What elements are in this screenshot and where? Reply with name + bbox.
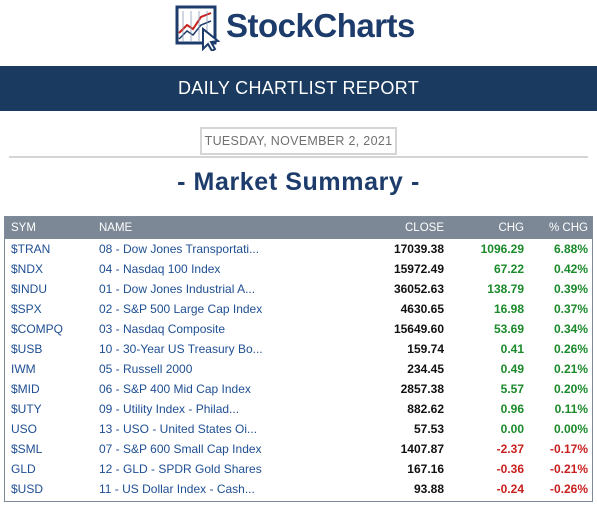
change-value: 0.41 (500, 342, 524, 356)
table-row: $USB 10 - 30-Year US Treasury Bo... 159.74… (5, 339, 592, 359)
close-value: 1407.87 (400, 442, 444, 456)
pct-change-value: 0.21% (553, 362, 588, 376)
change-value: 0.00 (500, 422, 524, 436)
close-value: 17039.38 (393, 242, 444, 256)
close-value: 2857.38 (400, 382, 444, 396)
logo-header: StockCharts (0, 0, 597, 66)
name-link[interactable]: 01 - Dow Jones Industrial A... (99, 282, 256, 296)
symbol-link[interactable]: USO (11, 422, 38, 436)
table-row: $UTY 09 - Utility Index - Philad... 882.62… (5, 399, 592, 419)
close-value: 882.62 (407, 402, 444, 416)
pct-change-value: 0.20% (553, 382, 588, 396)
name-link[interactable]: 11 - US Dollar Index - Cash... (99, 482, 255, 496)
name-link[interactable]: 09 - Utility Index - Philad... (99, 402, 240, 416)
pct-change-value: 0.26% (553, 342, 588, 356)
brand-name: StockCharts (226, 7, 415, 44)
table-row: $MID 06 - S&P 400 Mid Cap Index 2857.38 5.5… (5, 379, 592, 399)
change-value: -0.24 (496, 482, 524, 496)
market-summary-table: SYM NAME CLOSE CHG % CHG $TRAN 08 - Dow J… (4, 216, 593, 502)
table-header-row: SYM NAME CLOSE CHG % CHG (5, 217, 592, 239)
change-value: 1096.29 (480, 242, 524, 256)
symbol-link[interactable]: IWM (11, 362, 36, 376)
stockcharts-logo-icon (175, 5, 221, 51)
symbol-link[interactable]: $TRAN (11, 242, 51, 256)
change-value: -2.37 (496, 442, 524, 456)
pct-change-value: 0.37% (553, 302, 588, 316)
name-link[interactable]: 02 - S&P 500 Large Cap Index (99, 302, 263, 316)
close-value: 167.16 (407, 462, 444, 476)
table-row: $SML 07 - S&P 600 Small Cap Index 1407.87 -… (5, 439, 592, 459)
table-row: $TRAN 08 - Dow Jones Transportati... 17039… (5, 239, 592, 259)
name-link[interactable]: 13 - USO - United States Oi... (99, 422, 258, 436)
symbol-link[interactable]: $INDU (11, 282, 48, 296)
change-value: 5.57 (500, 382, 524, 396)
name-link[interactable]: 03 - Nasdaq Composite (99, 322, 226, 336)
pct-change-value: 0.42% (553, 262, 588, 276)
name-link[interactable]: 07 - S&P 600 Small Cap Index (99, 442, 262, 456)
table-row: $COMPQ 03 - Nasdaq Composite 15649.60 53.69… (5, 319, 592, 339)
pct-change-value: 0.00% (553, 422, 588, 436)
symbol-link[interactable]: $USB (11, 342, 43, 356)
close-value: 57.53 (413, 422, 444, 436)
col-header-sym: SYM (5, 217, 95, 239)
close-value: 36052.63 (393, 282, 444, 296)
name-link[interactable]: 12 - GLD - SPDR Gold Shares (99, 462, 262, 476)
pct-change-value: -0.21% (549, 462, 588, 476)
change-value: -0.36 (496, 462, 524, 476)
report-date: TUESDAY, NOVEMBER 2, 2021 (200, 127, 397, 155)
close-value: 4630.65 (400, 302, 444, 316)
table-row: GLD 12 - GLD - SPDR Gold Shares 167.16 -0.3… (5, 459, 592, 479)
table-row: $INDU 01 - Dow Jones Industrial A... 36052… (5, 279, 592, 299)
change-value: 16.98 (493, 302, 524, 316)
date-divider (9, 156, 588, 158)
symbol-link[interactable]: $COMPQ (11, 322, 64, 336)
close-value: 93.88 (413, 482, 444, 496)
name-link[interactable]: 08 - Dow Jones Transportati... (99, 242, 260, 256)
change-value: 0.96 (500, 402, 524, 416)
pct-change-value: -0.26% (549, 482, 588, 496)
name-link[interactable]: 10 - 30-Year US Treasury Bo... (99, 342, 263, 356)
change-value: 67.22 (493, 262, 524, 276)
symbol-link[interactable]: $NDX (11, 262, 44, 276)
pct-change-value: 0.11% (554, 402, 588, 416)
col-header-pct-chg: % CHG (528, 217, 592, 239)
pct-change-value: 0.34% (553, 322, 588, 336)
symbol-link[interactable]: $UTY (11, 402, 42, 416)
table-row: $USD 11 - US Dollar Index - Cash... 93.88 -… (5, 479, 592, 499)
symbol-link[interactable]: $SPX (11, 302, 42, 316)
change-value: 53.69 (493, 322, 524, 336)
name-link[interactable]: 05 - Russell 2000 (99, 362, 193, 376)
symbol-link[interactable]: $MID (11, 382, 40, 396)
pct-change-value: 0.39% (553, 282, 588, 296)
symbol-link[interactable]: $SML (11, 442, 43, 456)
col-header-chg: CHG (448, 217, 528, 239)
name-link[interactable]: 06 - S&P 400 Mid Cap Index (99, 382, 251, 396)
change-value: 0.49 (500, 362, 524, 376)
change-value: 138.79 (487, 282, 524, 296)
table-row: USO 13 - USO - United States Oi... 57.53 0.… (5, 419, 592, 439)
section-title: - Market Summary - (177, 168, 420, 196)
close-value: 234.45 (407, 362, 444, 376)
col-header-name: NAME (95, 217, 321, 239)
symbol-link[interactable]: $USD (11, 482, 44, 496)
col-header-close: CLOSE (321, 217, 448, 239)
symbol-link[interactable]: GLD (11, 462, 36, 476)
pct-change-value: -0.17% (549, 442, 588, 456)
table-row: $NDX 04 - Nasdaq 100 Index 15972.49 67.22 0.… (5, 259, 592, 279)
report-banner: DAILY CHARTLIST REPORT (0, 66, 597, 111)
close-value: 159.74 (407, 342, 444, 356)
table-row: $SPX 02 - S&P 500 Large Cap Index 4630.65 1… (5, 299, 592, 319)
close-value: 15972.49 (393, 262, 444, 276)
close-value: 15649.60 (393, 322, 444, 336)
pct-change-value: 6.88% (553, 242, 588, 256)
table-row: IWM 05 - Russell 2000 234.45 0.49 0.21% (5, 359, 592, 379)
name-link[interactable]: 04 - Nasdaq 100 Index (99, 262, 221, 276)
